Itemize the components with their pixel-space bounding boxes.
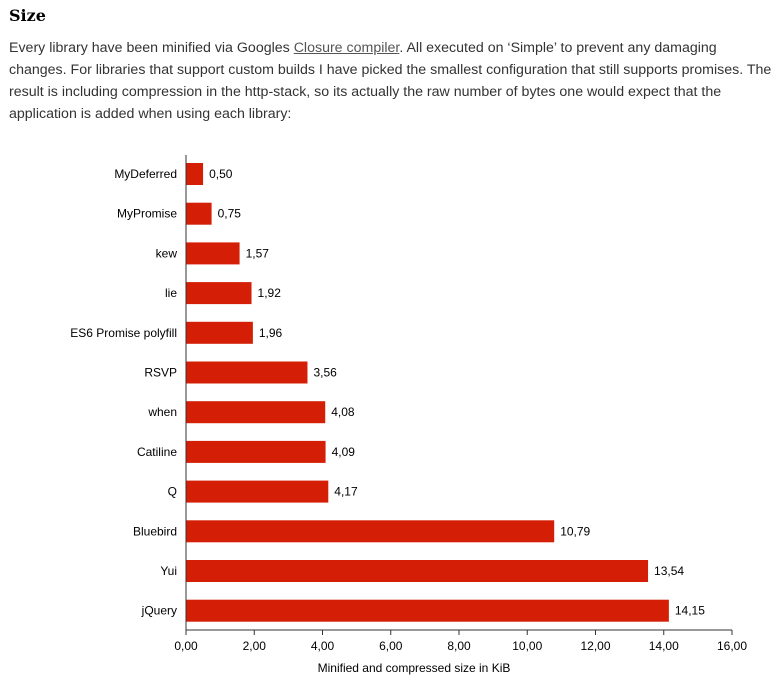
x-axis-group: 0,00 2,00 4,00 6,00 8,00 10,00 12,00 14,00 16,00 (174, 155, 747, 653)
x-tick-label: 0,00 (174, 639, 198, 653)
value-labels-group: 0,50 0,75 1,57 1,92 1,96 3,56 4,08 4,09 4,17 10,7… (209, 167, 705, 618)
bar-lie (186, 282, 252, 305)
value-label: 1,57 (246, 246, 270, 260)
intro-paragraph: Every library have been minified via Goo… (9, 37, 773, 125)
closure-compiler-link[interactable]: Closure compiler (293, 40, 400, 56)
value-label: 1,96 (259, 326, 283, 340)
value-label: 14,15 (675, 604, 705, 618)
bar-bluebird (186, 520, 555, 543)
bar-catiline (186, 440, 326, 463)
bar-when (186, 401, 326, 424)
category-label: Catiline (137, 445, 177, 459)
value-label: 4,08 (331, 405, 355, 419)
bar-mydeferred (186, 163, 204, 185)
intro-text-before-link: Every library have been minified via Goo… (9, 40, 294, 56)
category-label: MyDeferred (114, 167, 177, 181)
x-tick-label: 4,00 (311, 639, 335, 653)
value-label: 4,09 (332, 445, 356, 459)
category-label: MyPromise (117, 207, 177, 221)
x-tick-label: 16,00 (717, 639, 747, 653)
category-label: Bluebird (133, 524, 177, 538)
category-label: lie (165, 286, 177, 300)
bar-rsvp (186, 361, 308, 384)
value-label: 1,92 (258, 286, 282, 300)
category-label: RSVP (144, 366, 177, 380)
x-axis-title: Minified and compressed size in KiB (318, 661, 511, 675)
bar-es6-promise-polyfill (186, 321, 253, 344)
category-labels-group: MyDeferred MyPromise kew lie ES6 Promise pol… (70, 167, 177, 618)
value-label: 4,17 (334, 485, 358, 499)
category-label: kew (156, 246, 178, 260)
value-label: 13,54 (654, 564, 684, 578)
intro-text-after-link: . All executed on ‘Simple’ to prevent an… (9, 40, 772, 122)
x-tick-label: 14,00 (649, 639, 679, 653)
bar-jquery (186, 599, 669, 622)
value-label: 10,79 (560, 524, 590, 538)
bar-yui (186, 560, 649, 582)
x-tick-label: 2,00 (243, 639, 267, 653)
category-label: Yui (160, 564, 177, 578)
value-label: 0,50 (209, 167, 233, 181)
x-tick-label: 10,00 (512, 639, 542, 653)
x-tick-label: 6,00 (379, 639, 403, 653)
value-label: 0,75 (218, 207, 242, 221)
x-tick-label: 8,00 (447, 639, 471, 653)
value-label: 3,56 (313, 366, 337, 380)
category-label: ES6 Promise polyfill (70, 326, 177, 340)
bar-q (186, 480, 329, 503)
bar-kew (186, 242, 240, 265)
bars-group (186, 163, 669, 622)
x-tick-label: 12,00 (580, 639, 610, 653)
category-label: when (147, 405, 177, 419)
section-heading: Size (9, 6, 46, 25)
category-label: Q (168, 485, 177, 499)
bar-mypromise (186, 202, 212, 225)
category-label: jQuery (141, 604, 177, 618)
